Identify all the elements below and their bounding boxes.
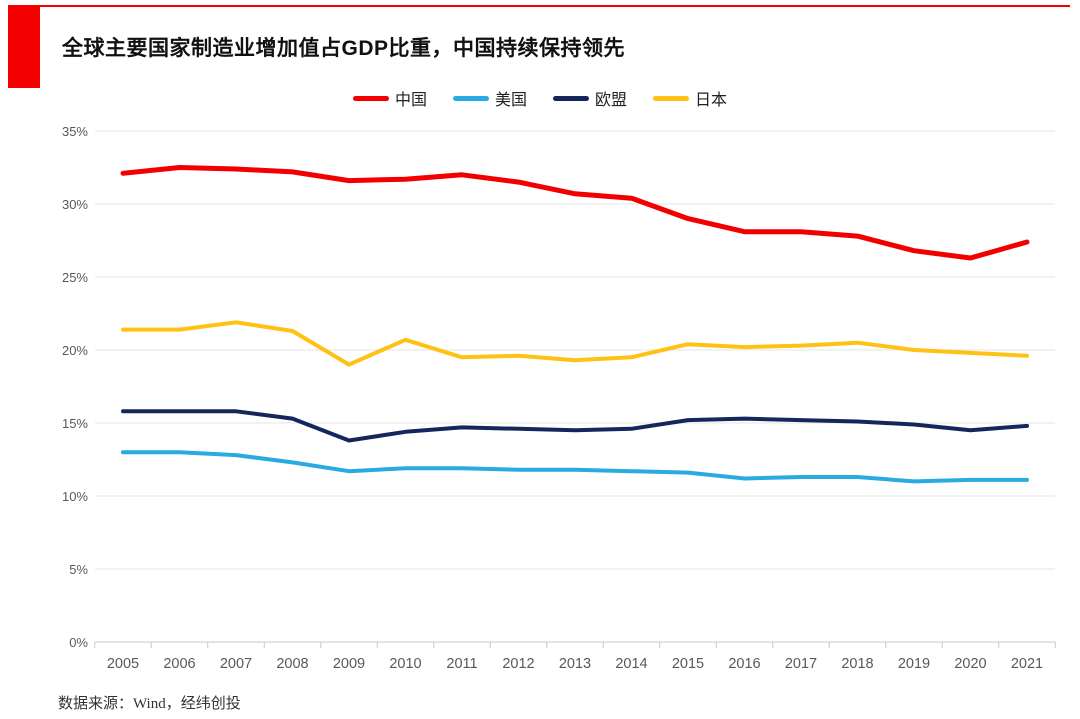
x-axis-tick-label: 2012 xyxy=(502,656,534,672)
y-axis-tick-label: 5% xyxy=(69,562,88,577)
legend-label: 美国 xyxy=(494,92,527,109)
series-line-2 xyxy=(121,409,1029,443)
series-line-1 xyxy=(121,450,1029,484)
x-axis-tick-label: 2010 xyxy=(389,656,421,672)
y-axis-tick-label: 20% xyxy=(62,343,88,358)
x-axis-tick-label: 2008 xyxy=(276,656,308,672)
x-axis-tick-label: 2019 xyxy=(898,656,930,672)
top-red-rule xyxy=(8,5,1070,7)
x-axis-tick-label: 2016 xyxy=(728,656,760,672)
legend-label: 中国 xyxy=(394,92,427,109)
red-accent-bar xyxy=(8,5,40,88)
legend-swatch-icon xyxy=(352,95,389,101)
legend-item-2: 欧盟 xyxy=(553,86,627,110)
chart-legend: 中国 美国 欧盟 日本 xyxy=(0,86,1080,110)
series-line-0 xyxy=(120,165,1030,261)
x-axis-tick-label: 2009 xyxy=(333,656,365,672)
legend-label: 欧盟 xyxy=(595,92,628,109)
legend-swatch-icon xyxy=(452,95,489,101)
x-axis-tick-label: 2011 xyxy=(446,656,477,672)
y-axis-tick-label: 10% xyxy=(62,489,88,504)
x-axis-tick-label: 2005 xyxy=(107,656,139,672)
legend-item-3: 日本 xyxy=(653,86,727,110)
x-axis-tick-label: 2007 xyxy=(220,656,252,672)
x-axis-tick-label: 2014 xyxy=(615,656,647,672)
x-axis-tick-label: 2017 xyxy=(785,656,817,672)
x-axis-tick-label: 2021 xyxy=(1011,656,1043,672)
x-axis-tick-label: 2015 xyxy=(672,656,704,672)
legend-item-0: 中国 xyxy=(352,86,427,110)
y-axis-tick-label: 30% xyxy=(62,197,88,212)
x-axis-tick-label: 2018 xyxy=(841,656,873,672)
x-axis-tick-label: 2013 xyxy=(559,656,591,672)
legend-label: 日本 xyxy=(695,92,728,109)
x-axis-tick-label: 2020 xyxy=(954,656,986,672)
y-axis-tick-label: 15% xyxy=(62,416,88,431)
x-axis-tick-label: 2006 xyxy=(163,656,195,672)
data-source-note: 数据来源：Wind，经纬创投 xyxy=(58,696,241,712)
legend-swatch-icon xyxy=(553,95,589,101)
legend-item-1: 美国 xyxy=(452,86,527,110)
y-axis-tick-label: 0% xyxy=(69,635,88,650)
y-axis-tick-label: 35% xyxy=(62,124,88,139)
legend-swatch-icon xyxy=(653,95,690,101)
page-title: 全球主要国家制造业增加值占GDP比重，中国持续保持领先 xyxy=(62,37,626,60)
y-axis-tick-label: 25% xyxy=(62,270,88,285)
series-line-3 xyxy=(121,320,1029,367)
